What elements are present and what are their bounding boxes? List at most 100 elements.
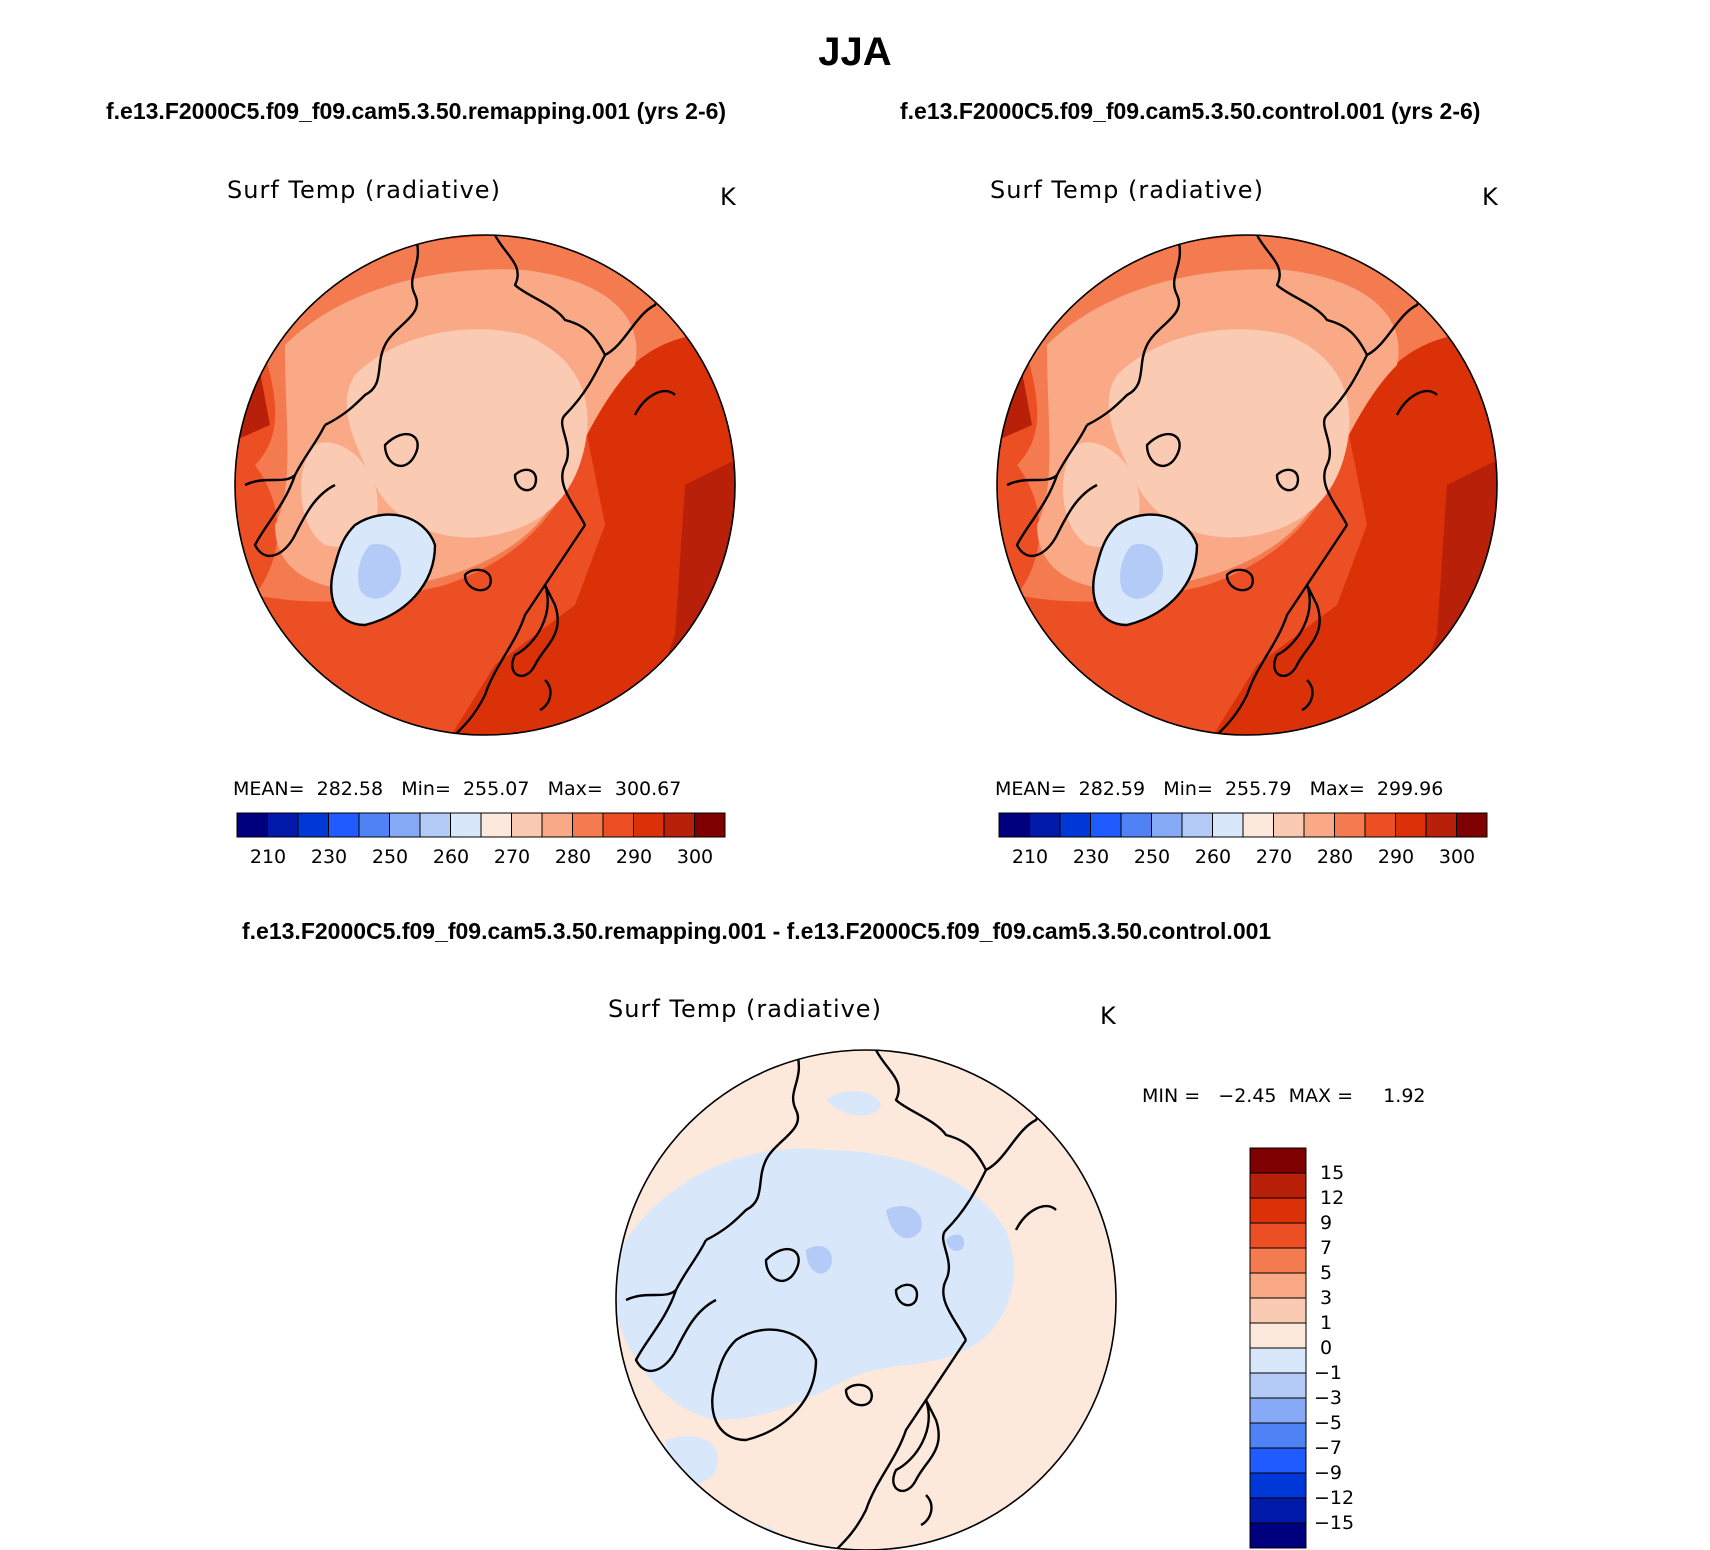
map-difference <box>616 1050 1116 1550</box>
colorbar-swatch <box>998 812 1030 838</box>
min-value: −2.45 <box>1218 1085 1277 1107</box>
mean-label: MEAN= <box>995 778 1067 800</box>
diff-colorbar-tick: 5 <box>1320 1262 1333 1284</box>
colorbar-swatch <box>1249 1522 1307 1549</box>
colorbar-swatch <box>419 812 451 838</box>
colorbar-swatch <box>1249 1272 1307 1299</box>
diff-colorbar-tick: −1 <box>1314 1362 1343 1384</box>
diff-colorbar-tick: 0 <box>1320 1337 1333 1359</box>
mean-label: MEAN= <box>233 778 305 800</box>
case-title-remapping: f.e13.F2000C5.f09_f09.cam5.3.50.remappin… <box>106 98 727 124</box>
units-label-difference: K <box>1100 1002 1117 1030</box>
colorbar-swatch <box>694 812 726 838</box>
min-label: MIN = <box>1142 1085 1201 1107</box>
colorbar-tick: 280 <box>1316 846 1354 868</box>
colorbar-difference <box>1249 1147 1307 1549</box>
stats-control: MEAN= 282.59 Min= 255.79 Max= 299.96 <box>995 778 1443 800</box>
field-label-remapping: Surf Temp (radiative) <box>227 176 501 204</box>
colorbar-swatch <box>1249 1247 1307 1274</box>
diff-colorbar-tick: −7 <box>1314 1437 1343 1459</box>
min-label: Min= <box>401 778 451 800</box>
colorbar-swatch <box>1249 1497 1307 1524</box>
colorbar-swatch <box>572 812 604 838</box>
colorbar-swatch <box>1249 1472 1307 1499</box>
map-border <box>996 234 1498 736</box>
colorbar-swatch <box>1395 812 1427 838</box>
difference-title: f.e13.F2000C5.f09_f09.cam5.3.50.remappin… <box>242 918 1272 944</box>
map-remapping <box>235 235 735 735</box>
max-value: 299.96 <box>1376 778 1444 800</box>
colorbar-swatch <box>389 812 421 838</box>
diff-colorbar-tick: 15 <box>1320 1162 1345 1184</box>
units-label-remapping: K <box>720 183 737 211</box>
colorbar-tick: 300 <box>1438 846 1476 868</box>
mean-value: 282.58 <box>316 778 384 800</box>
colorbar-swatch <box>297 812 329 838</box>
min-label: Min= <box>1163 778 1213 800</box>
colorbar-swatch <box>480 812 512 838</box>
map-border <box>234 234 736 736</box>
colorbar-swatch <box>267 812 299 838</box>
colorbar-swatch <box>1249 1197 1307 1224</box>
colorbar-tick: 210 <box>249 846 287 868</box>
colorbar-swatch <box>1249 1172 1307 1199</box>
colorbar-swatch <box>1425 812 1457 838</box>
colorbar-swatch <box>1364 812 1396 838</box>
mean-value: 282.59 <box>1078 778 1146 800</box>
colorbar-tick: 300 <box>676 846 714 868</box>
colorbar-swatch <box>1151 812 1183 838</box>
colorbar-tick: 210 <box>1011 846 1049 868</box>
colorbar-swatch <box>511 812 543 838</box>
colorbar-tick: 250 <box>371 846 409 868</box>
colorbar-swatch <box>358 812 390 838</box>
colorbar-tick: 230 <box>310 846 348 868</box>
colorbar-tick: 260 <box>1194 846 1232 868</box>
colorbar-swatch <box>1090 812 1122 838</box>
diff-colorbar-tick: 1 <box>1320 1312 1333 1334</box>
colorbar-swatch <box>1212 812 1244 838</box>
colorbar-swatch <box>1249 1297 1307 1324</box>
colorbar-tick: 280 <box>554 846 592 868</box>
field-label-control: Surf Temp (radiative) <box>990 176 1264 204</box>
colorbar-tick: 270 <box>493 846 531 868</box>
colorbar-tick: 290 <box>1377 846 1415 868</box>
diff-colorbar-tick: 9 <box>1320 1212 1333 1234</box>
max-label: MAX = <box>1288 1085 1353 1107</box>
colorbar-swatch <box>328 812 360 838</box>
colorbar-swatch <box>1242 812 1274 838</box>
colorbar-tick: 230 <box>1072 846 1110 868</box>
max-value: 300.67 <box>614 778 682 800</box>
colorbar-tick: 290 <box>615 846 653 868</box>
diff-colorbar-tick: −15 <box>1314 1512 1355 1534</box>
colorbar-swatch <box>1249 1222 1307 1249</box>
colorbar-swatch <box>1249 1397 1307 1424</box>
units-label-control: K <box>1482 183 1499 211</box>
max-label: Max= <box>547 778 603 800</box>
colorbar-tick: 260 <box>432 846 470 868</box>
diff-colorbar-tick: −12 <box>1314 1487 1355 1509</box>
diff-colorbar-tick: 12 <box>1320 1187 1345 1209</box>
diff-colorbar-tick: −5 <box>1314 1412 1343 1434</box>
colorbar-swatch <box>1029 812 1061 838</box>
colorbar-swatch <box>1456 812 1488 838</box>
diff-colorbar-tick: 7 <box>1320 1237 1333 1259</box>
colorbar-swatch <box>1334 812 1366 838</box>
map-control <box>997 235 1497 735</box>
colorbar-remapping <box>236 812 726 838</box>
colorbar-swatch <box>450 812 482 838</box>
colorbar-swatch <box>1249 1322 1307 1349</box>
map-border <box>615 1049 1117 1550</box>
colorbar-swatch <box>663 812 695 838</box>
colorbar-swatch <box>1249 1447 1307 1474</box>
stats-difference: MIN = −2.45 MAX = 1.92 <box>1142 1085 1426 1107</box>
case-title-control: f.e13.F2000C5.f09_f09.cam5.3.50.control.… <box>900 98 1481 124</box>
diff-colorbar-tick: −3 <box>1314 1387 1343 1409</box>
colorbar-tick: 250 <box>1133 846 1171 868</box>
field-label-difference: Surf Temp (radiative) <box>608 995 882 1023</box>
diff-colorbar-tick: −9 <box>1314 1462 1343 1484</box>
page-title: JJA <box>818 30 892 74</box>
colorbar-swatch <box>1181 812 1213 838</box>
min-value: 255.07 <box>462 778 530 800</box>
colorbar-swatch <box>1120 812 1152 838</box>
